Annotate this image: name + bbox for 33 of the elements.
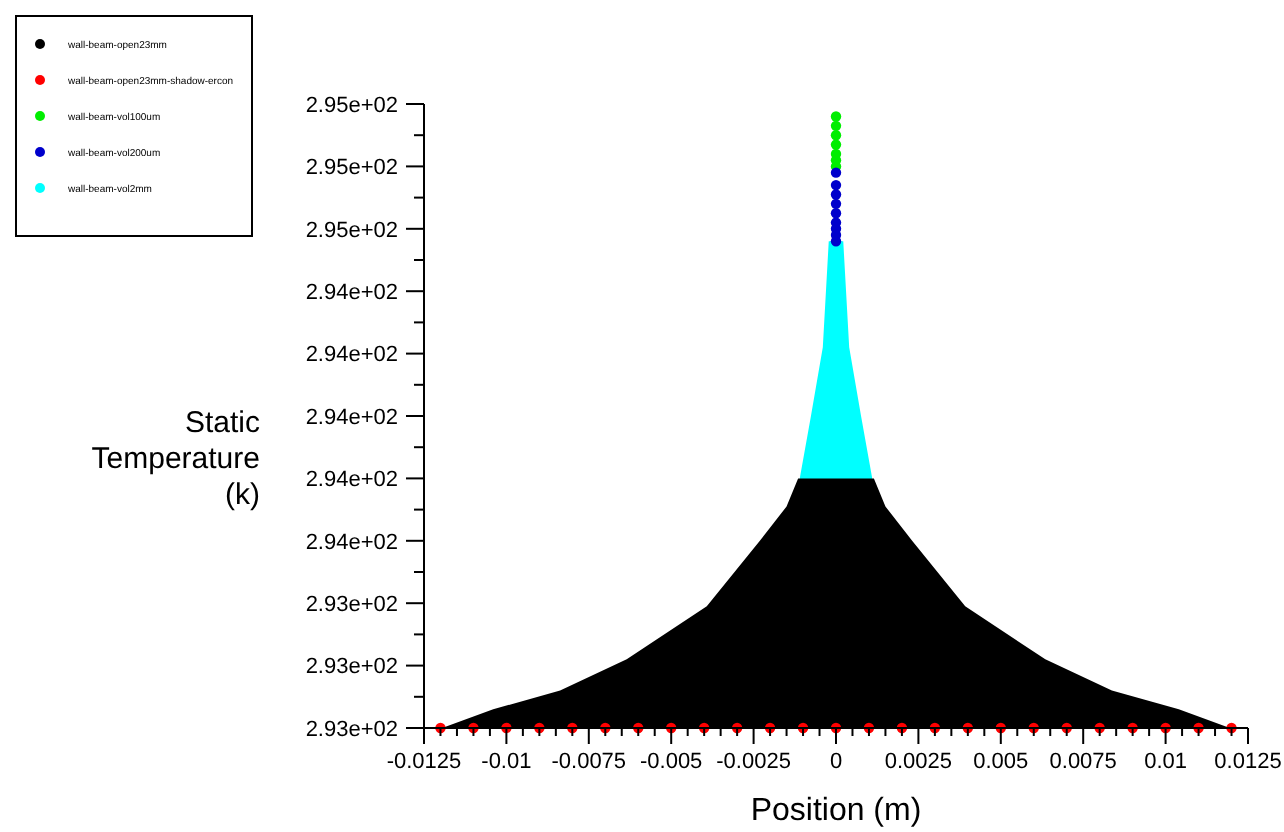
point: [830, 130, 842, 141]
y-tick-label: 2.94e+02: [305, 280, 398, 305]
y-tick-label: 2.94e+02: [305, 530, 398, 555]
x-tick-label: -0.0075: [551, 750, 627, 774]
point: [830, 120, 842, 132]
point: [830, 189, 842, 200]
x-tick-label: 0.0025: [884, 750, 953, 774]
y-tick-label: 2.93e+02: [305, 592, 398, 617]
x-tick-label: 0.005: [973, 750, 1029, 774]
y-axis-title: Static Temperature (k): [91, 406, 261, 512]
x-tick-label: 0.0075: [1049, 750, 1117, 774]
point: [830, 139, 842, 150]
point: [830, 198, 842, 210]
y-tick-label: 2.93e+02: [305, 655, 398, 680]
y-tick-label: 2.93e+02: [305, 717, 398, 742]
x-tick-label: -0.0025: [716, 750, 791, 774]
x-tick-label: -0.0125: [386, 750, 462, 774]
y-tick-label: 2.95e+02: [305, 218, 398, 243]
point: [830, 179, 842, 191]
y-tick-label: 2.95e+02: [305, 156, 398, 181]
y-tick-label: 2.94e+02: [305, 343, 398, 368]
x-tick-label: 0: [829, 750, 843, 774]
point: [830, 111, 842, 122]
y-tick-label: 2.94e+02: [305, 405, 398, 430]
x-tick-label: 0.01: [1144, 750, 1188, 774]
x-axis-title: Position (m): [750, 794, 922, 828]
point: [830, 167, 842, 178]
y-tick-label: 2.94e+02: [305, 468, 398, 493]
x-tick-label: -0.005: [640, 750, 703, 774]
x-tick-label: -0.01: [481, 750, 532, 774]
point: [830, 208, 842, 219]
x-tick-label: 0.0125: [1214, 750, 1282, 774]
y-tick-label: 2.95e+02: [305, 93, 398, 118]
